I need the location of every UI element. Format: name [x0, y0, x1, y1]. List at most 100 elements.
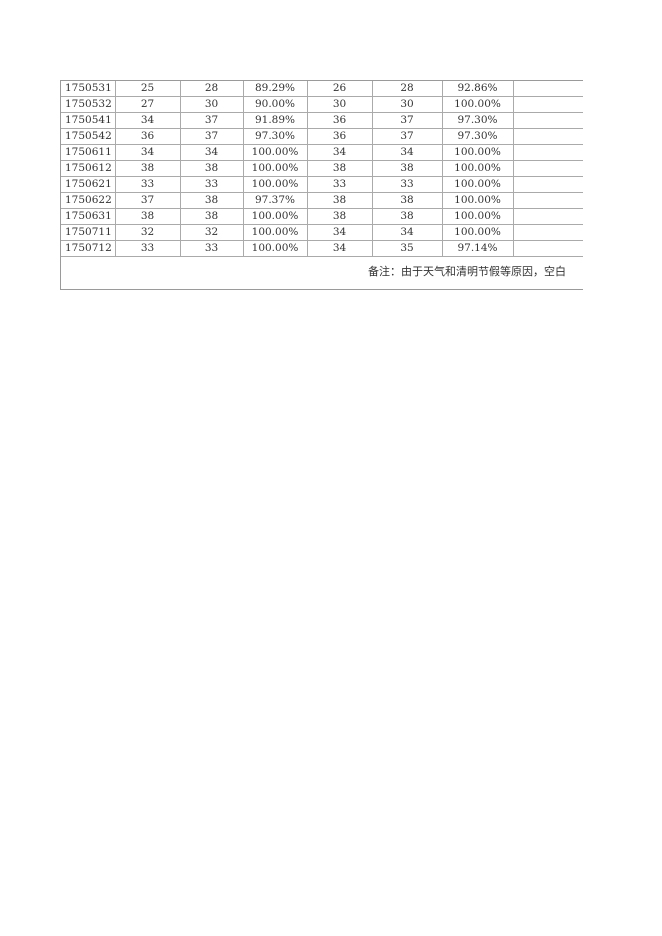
table-cell: 30 [307, 96, 373, 113]
table-cell: 27 [115, 96, 181, 113]
table-row: 1750542 36 37 97.30% 36 37 97.30% [61, 128, 583, 145]
table-cell: 97.37% [243, 192, 308, 209]
table-cell [513, 176, 583, 193]
table-cell: 38 [307, 208, 373, 225]
table-cell [513, 112, 583, 129]
table-cell: 100.00% [442, 144, 514, 161]
table-cell: 38 [372, 160, 443, 177]
table-cell: 100.00% [243, 176, 308, 193]
table-cell: 100.00% [243, 208, 308, 225]
table-cell: 100.00% [442, 160, 514, 177]
table-cell: 36 [307, 112, 373, 129]
table-cell: 100.00% [442, 176, 514, 193]
table-cell: 34 [115, 144, 181, 161]
table-cell: 33 [180, 176, 244, 193]
table-cell: 97.14% [442, 240, 514, 257]
table-cell: 37 [180, 128, 244, 145]
table-cell: 38 [307, 192, 373, 209]
table-cell [513, 192, 583, 209]
table-cell: 30 [372, 96, 443, 113]
note-row: 备注：由于天气和清明节假等原因，空白 [61, 257, 583, 290]
table-cell: 100.00% [442, 224, 514, 241]
table-cell: 100.00% [442, 96, 514, 113]
table-row: 1750611 34 34 100.00% 34 34 100.00% [61, 144, 583, 161]
attendance-table: 1750531 25 28 89.29% 26 28 92.86% 1750532 27 30 90… [60, 80, 583, 290]
table-cell: 1750612 [61, 160, 116, 177]
table-cell: 1750622 [61, 192, 116, 209]
table-cell: 97.30% [442, 112, 514, 129]
table-cell: 90.00% [243, 96, 308, 113]
table-cell [513, 208, 583, 225]
table-cell: 38 [115, 208, 181, 225]
table-cell: 35 [372, 240, 443, 257]
table-cell: 1750631 [61, 208, 116, 225]
table-cell: 33 [115, 176, 181, 193]
table-cell: 28 [372, 81, 443, 97]
table-cell: 38 [307, 160, 373, 177]
table-row: 1750531 25 28 89.29% 26 28 92.86% [61, 81, 583, 97]
table-cell: 37 [180, 112, 244, 129]
table-cell: 36 [307, 128, 373, 145]
table-cell: 25 [115, 81, 181, 97]
table-cell: 1750621 [61, 176, 116, 193]
table-cell: 37 [372, 112, 443, 129]
table-cell [513, 224, 583, 241]
table-cell: 1750711 [61, 224, 116, 241]
table-cell: 34 [372, 224, 443, 241]
table-cell: 33 [115, 240, 181, 257]
table-row: 1750621 33 33 100.00% 33 33 100.00% [61, 176, 583, 193]
table-cell [513, 240, 583, 257]
table-cell: 26 [307, 81, 373, 97]
table-cell: 34 [115, 112, 181, 129]
table-cell [513, 160, 583, 177]
table-cell: 1750611 [61, 144, 116, 161]
table-row: 1750541 34 37 91.89% 36 37 97.30% [61, 112, 583, 129]
note-text: 备注：由于天气和清明节假等原因，空白 [368, 265, 566, 278]
table-cell [513, 128, 583, 145]
table-cell: 36 [115, 128, 181, 145]
table-cell: 1750532 [61, 96, 116, 113]
table-cell: 92.86% [442, 81, 514, 97]
table-cell: 38 [180, 160, 244, 177]
table-cell: 1750541 [61, 112, 116, 129]
table-row: 1750631 38 38 100.00% 38 38 100.00% [61, 208, 583, 225]
table-cell: 97.30% [243, 128, 308, 145]
table-cell: 100.00% [243, 240, 308, 257]
table-cell: 1750542 [61, 128, 116, 145]
table-cell: 38 [372, 208, 443, 225]
table-cell: 100.00% [442, 192, 514, 209]
table-cell: 30 [180, 96, 244, 113]
table-cell: 37 [115, 192, 181, 209]
table-cell: 38 [115, 160, 181, 177]
table-cell: 100.00% [442, 208, 514, 225]
table-cell: 33 [307, 176, 373, 193]
table-cell: 38 [180, 192, 244, 209]
table-cell: 100.00% [243, 144, 308, 161]
table-cell: 34 [307, 144, 373, 161]
table-row: 1750711 32 32 100.00% 34 34 100.00% [61, 224, 583, 241]
table-cell [513, 96, 583, 113]
table-cell: 28 [180, 81, 244, 97]
table-cell: 34 [307, 240, 373, 257]
table-row: 1750612 38 38 100.00% 38 38 100.00% [61, 160, 583, 177]
table-cell: 34 [307, 224, 373, 241]
table-cell: 32 [180, 224, 244, 241]
table-cell: 89.29% [243, 81, 308, 97]
table-cell: 33 [180, 240, 244, 257]
table-row: 1750712 33 33 100.00% 34 35 97.14% [61, 240, 583, 257]
table-cell: 34 [372, 144, 443, 161]
table-row: 1750622 37 38 97.37% 38 38 100.00% [61, 192, 583, 209]
table-cell: 33 [372, 176, 443, 193]
table-cell: 32 [115, 224, 181, 241]
table-cell: 97.30% [442, 128, 514, 145]
table-cell: 37 [372, 128, 443, 145]
table-cell: 38 [180, 208, 244, 225]
table-cell: 91.89% [243, 112, 308, 129]
table-row: 1750532 27 30 90.00% 30 30 100.00% [61, 96, 583, 113]
table-cell: 34 [180, 144, 244, 161]
table-cell: 100.00% [243, 224, 308, 241]
table-cell: 38 [372, 192, 443, 209]
table-cell [513, 144, 583, 161]
table-cell: 100.00% [243, 160, 308, 177]
table-cell: 1750712 [61, 240, 116, 257]
